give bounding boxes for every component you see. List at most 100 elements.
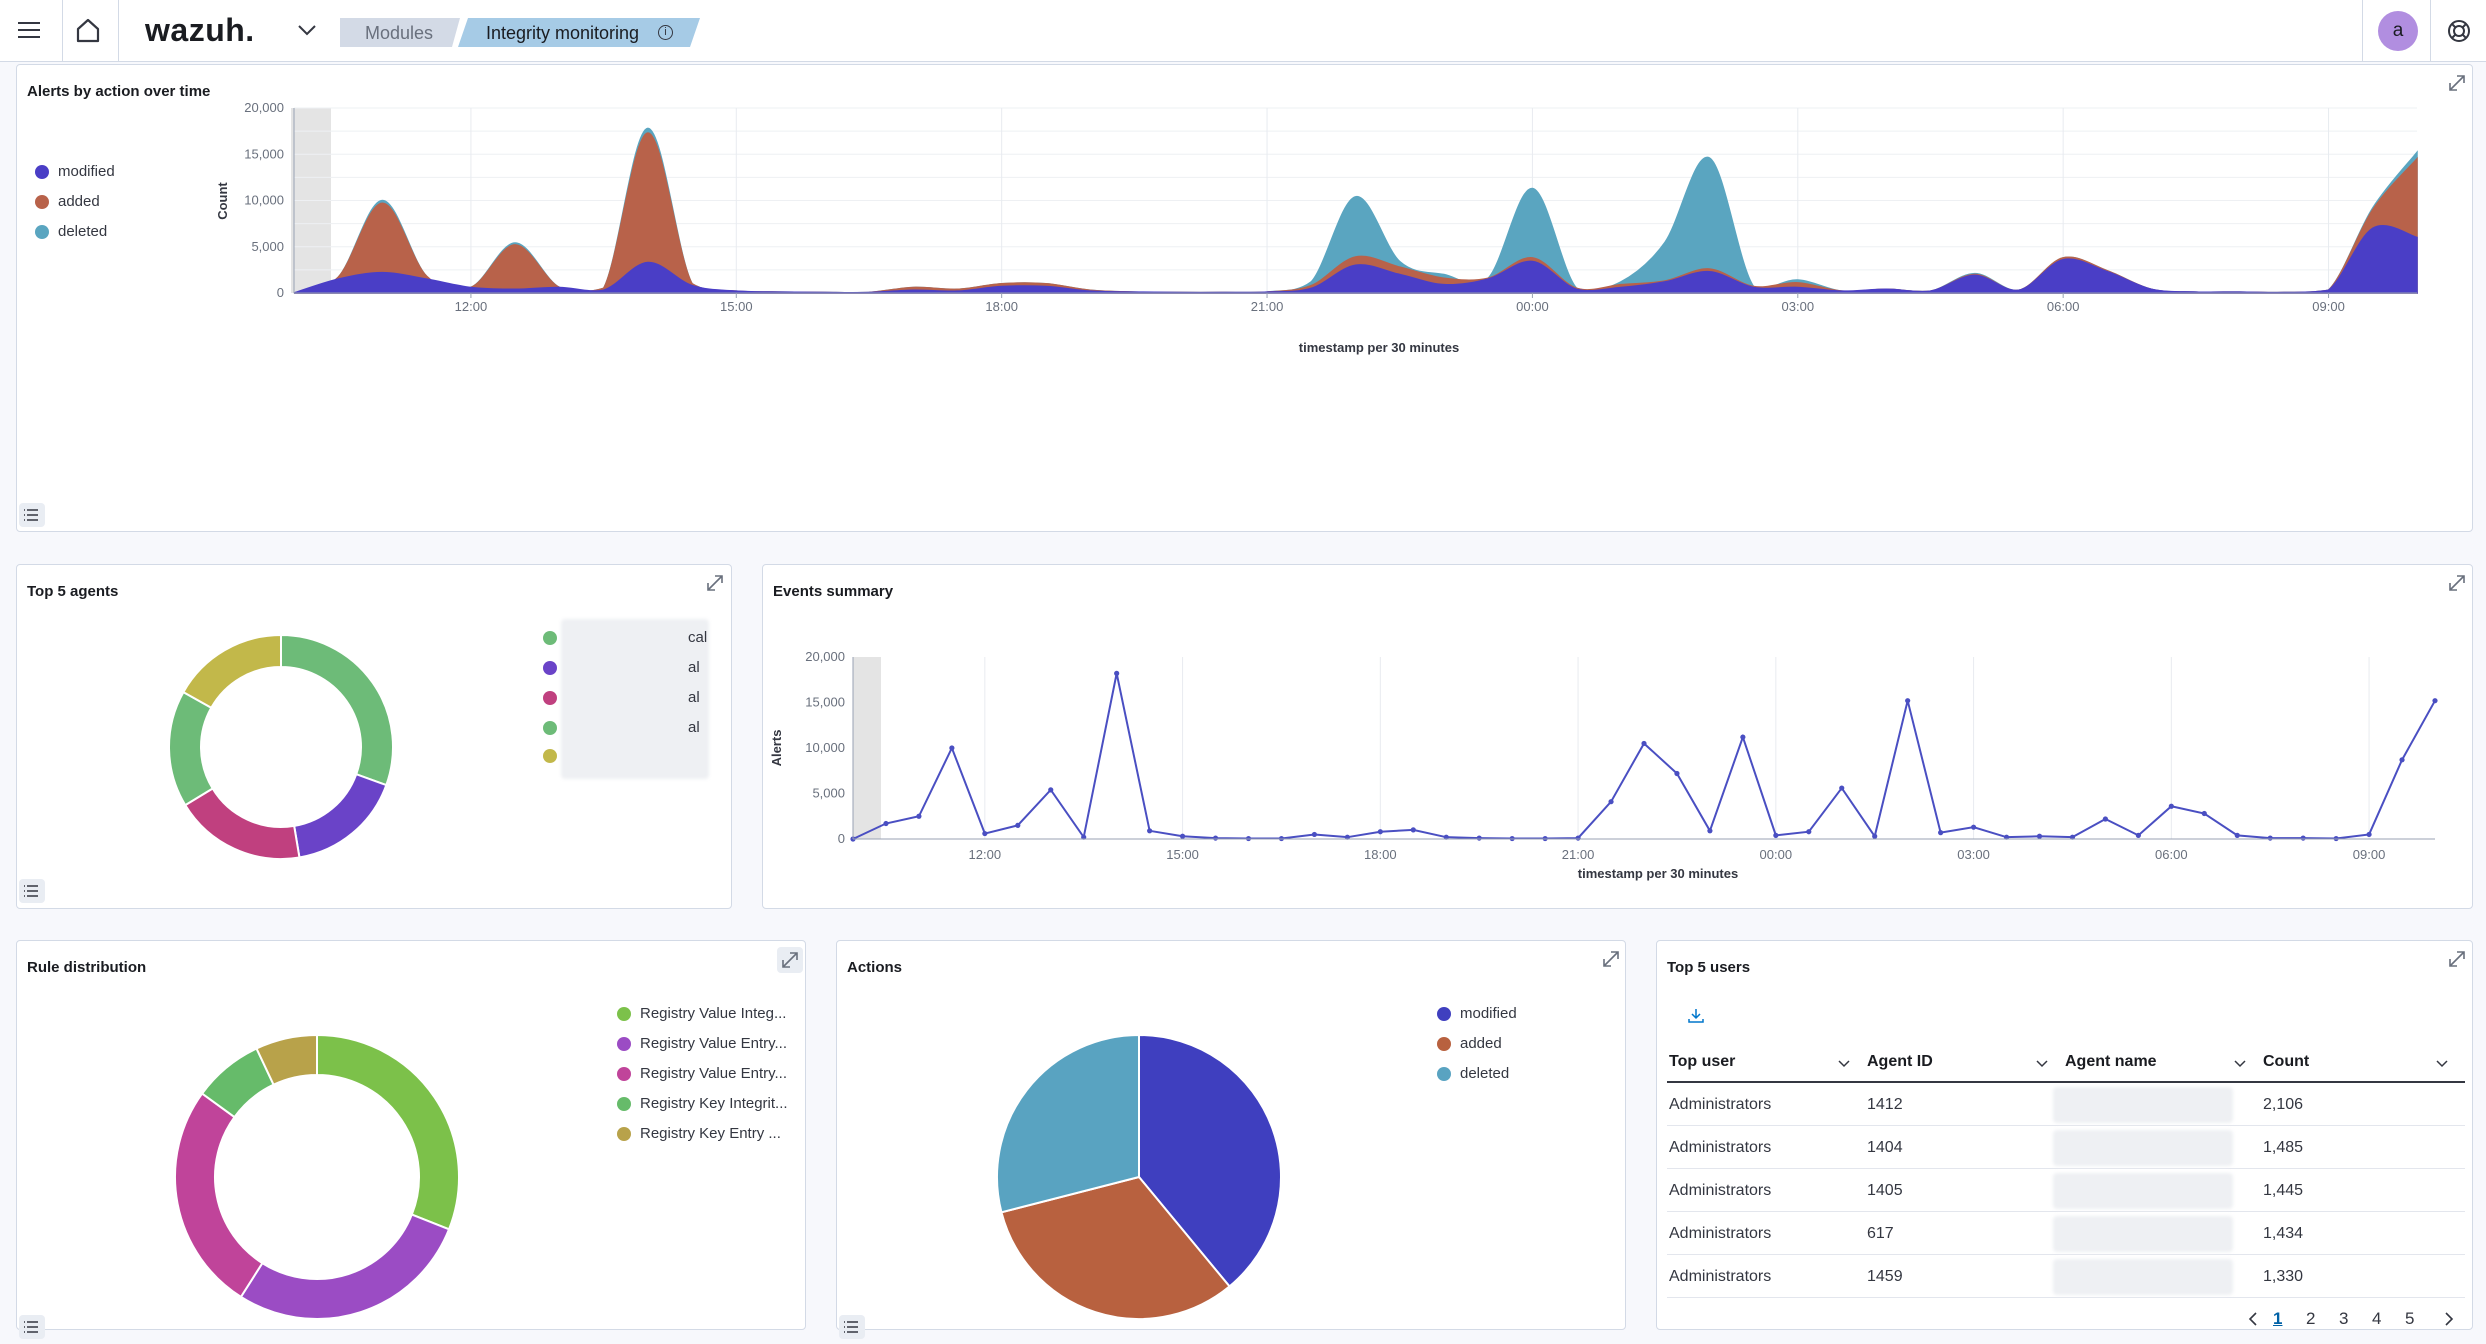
data-point[interactable] — [1114, 670, 1120, 676]
page-1-button[interactable]: 1 — [2273, 1309, 2283, 1328]
table-row[interactable]: Administrators 1459 1,330 — [1667, 1255, 2465, 1298]
legend-item[interactable]: al — [543, 689, 723, 706]
expand-icon[interactable] — [2447, 73, 2467, 93]
page-4-button[interactable]: 4 — [2372, 1309, 2382, 1328]
data-point[interactable] — [1147, 828, 1153, 834]
legend-item-deleted[interactable]: deleted — [35, 223, 107, 240]
legend-item[interactable]: al — [543, 659, 723, 676]
data-point[interactable] — [1806, 829, 1812, 835]
pie-slice[interactable] — [183, 787, 301, 860]
pie-slice[interactable] — [182, 633, 282, 710]
pie-slice[interactable] — [293, 772, 388, 859]
data-point[interactable] — [1674, 770, 1680, 777]
column-header[interactable]: Agent name — [2065, 1053, 2255, 1071]
legend-item[interactable]: Registry Key Entry ... — [617, 1125, 781, 1142]
legend-toggle-button[interactable] — [19, 503, 45, 527]
expand-icon[interactable] — [2447, 573, 2467, 593]
legend-item[interactable]: Registry Value Entry... — [617, 1035, 787, 1052]
data-point[interactable] — [1443, 834, 1449, 840]
data-point[interactable] — [1015, 822, 1021, 828]
legend-item[interactable]: cal — [543, 629, 723, 646]
expand-icon[interactable] — [777, 947, 803, 973]
table-row[interactable]: Administrators 1405 1,445 — [1667, 1169, 2465, 1212]
pie-slice[interactable] — [174, 1092, 264, 1299]
legend-item-deleted[interactable]: deleted — [1437, 1065, 1509, 1082]
data-point[interactable] — [2201, 810, 2207, 817]
expand-icon[interactable] — [1601, 949, 1621, 969]
data-point[interactable] — [1048, 787, 1054, 793]
legend-item[interactable]: Registry Value Integ... — [617, 1005, 786, 1022]
data-point[interactable] — [1212, 835, 1219, 841]
area-series-added[interactable] — [293, 132, 2418, 294]
sort-chevron-icon[interactable] — [2035, 1056, 2049, 1074]
data-point[interactable] — [2069, 834, 2076, 840]
data-point[interactable] — [2399, 757, 2405, 763]
pie-slice[interactable] — [239, 1213, 451, 1320]
breadcrumb-modules[interactable]: Modules — [365, 23, 434, 43]
pie-slice-added[interactable] — [1000, 1175, 1231, 1320]
data-point[interactable] — [2366, 831, 2372, 838]
data-point[interactable] — [1179, 833, 1186, 839]
data-point[interactable] — [1377, 829, 1383, 835]
data-point[interactable] — [1476, 835, 1482, 841]
expand-icon[interactable] — [2447, 949, 2467, 969]
table-row[interactable]: Administrators 1412 2,106 — [1667, 1083, 2465, 1126]
menu-icon[interactable] — [18, 20, 40, 40]
pie-slice-deleted[interactable] — [996, 1033, 1140, 1214]
data-point[interactable] — [1311, 831, 1318, 838]
data-point[interactable] — [1707, 828, 1713, 834]
info-icon[interactable]: i — [658, 25, 673, 40]
data-point[interactable] — [2168, 803, 2174, 809]
sort-chevron-icon[interactable] — [1837, 1056, 1851, 1074]
page-2-button[interactable]: 2 — [2306, 1309, 2316, 1328]
data-point[interactable] — [2102, 816, 2109, 822]
legend-item-modified[interactable]: modified — [35, 163, 115, 180]
expand-icon[interactable] — [705, 573, 725, 593]
column-header[interactable]: Count — [2263, 1053, 2453, 1071]
brand-logo[interactable]: wazuh. — [145, 12, 255, 48]
data-point[interactable] — [1773, 832, 1779, 838]
legend-toggle-button[interactable] — [839, 1315, 865, 1339]
column-header[interactable]: Agent ID — [1867, 1053, 2057, 1071]
chevron-left-icon[interactable] — [2247, 1311, 2259, 1332]
help-icon[interactable] — [2446, 18, 2472, 44]
data-point[interactable] — [1608, 799, 1614, 805]
legend-item[interactable]: Registry Key Integrit... — [617, 1095, 788, 1112]
home-icon[interactable] — [74, 16, 102, 44]
data-point[interactable] — [1740, 734, 1746, 740]
data-point[interactable] — [1410, 827, 1416, 833]
legend-item[interactable]: al — [543, 719, 723, 736]
table-row[interactable]: Administrators 1404 1,485 — [1667, 1126, 2465, 1169]
data-point[interactable] — [1641, 740, 1647, 747]
data-point[interactable] — [883, 820, 889, 827]
data-point[interactable] — [1970, 824, 1977, 830]
download-icon[interactable] — [1687, 1007, 1705, 1025]
data-point[interactable] — [1839, 785, 1845, 791]
table-row[interactable]: Administrators 617 1,434 — [1667, 1212, 2465, 1255]
data-point[interactable] — [2135, 832, 2141, 838]
legend-item-added[interactable]: added — [35, 193, 100, 210]
legend-toggle-button[interactable] — [19, 1315, 45, 1339]
pie-slice[interactable] — [280, 633, 394, 787]
legend-item[interactable]: Registry Value Entry... — [617, 1065, 787, 1082]
data-point[interactable] — [1938, 830, 1944, 836]
pie-slice[interactable] — [316, 1033, 460, 1231]
data-point[interactable] — [2234, 832, 2240, 838]
chevron-down-icon[interactable] — [296, 20, 318, 40]
sort-chevron-icon[interactable] — [2233, 1056, 2247, 1074]
sort-chevron-icon[interactable] — [2435, 1056, 2449, 1074]
breadcrumb-integrity-monitoring[interactable]: Integrity monitoring — [486, 23, 640, 43]
data-point[interactable] — [2267, 835, 2273, 841]
data-point[interactable] — [1872, 833, 1878, 839]
avatar[interactable]: a — [2378, 11, 2418, 51]
legend-item-added[interactable]: added — [1437, 1035, 1502, 1052]
events-line[interactable] — [852, 673, 2436, 840]
data-point[interactable] — [1905, 698, 1911, 704]
data-point[interactable] — [1575, 835, 1581, 841]
data-point[interactable] — [2036, 833, 2043, 839]
page-5-button[interactable]: 5 — [2405, 1309, 2415, 1328]
data-point[interactable] — [1081, 834, 1087, 840]
column-header[interactable]: Top user — [1669, 1053, 1859, 1071]
data-point[interactable] — [1344, 834, 1350, 840]
pie-slice[interactable] — [255, 1033, 318, 1087]
